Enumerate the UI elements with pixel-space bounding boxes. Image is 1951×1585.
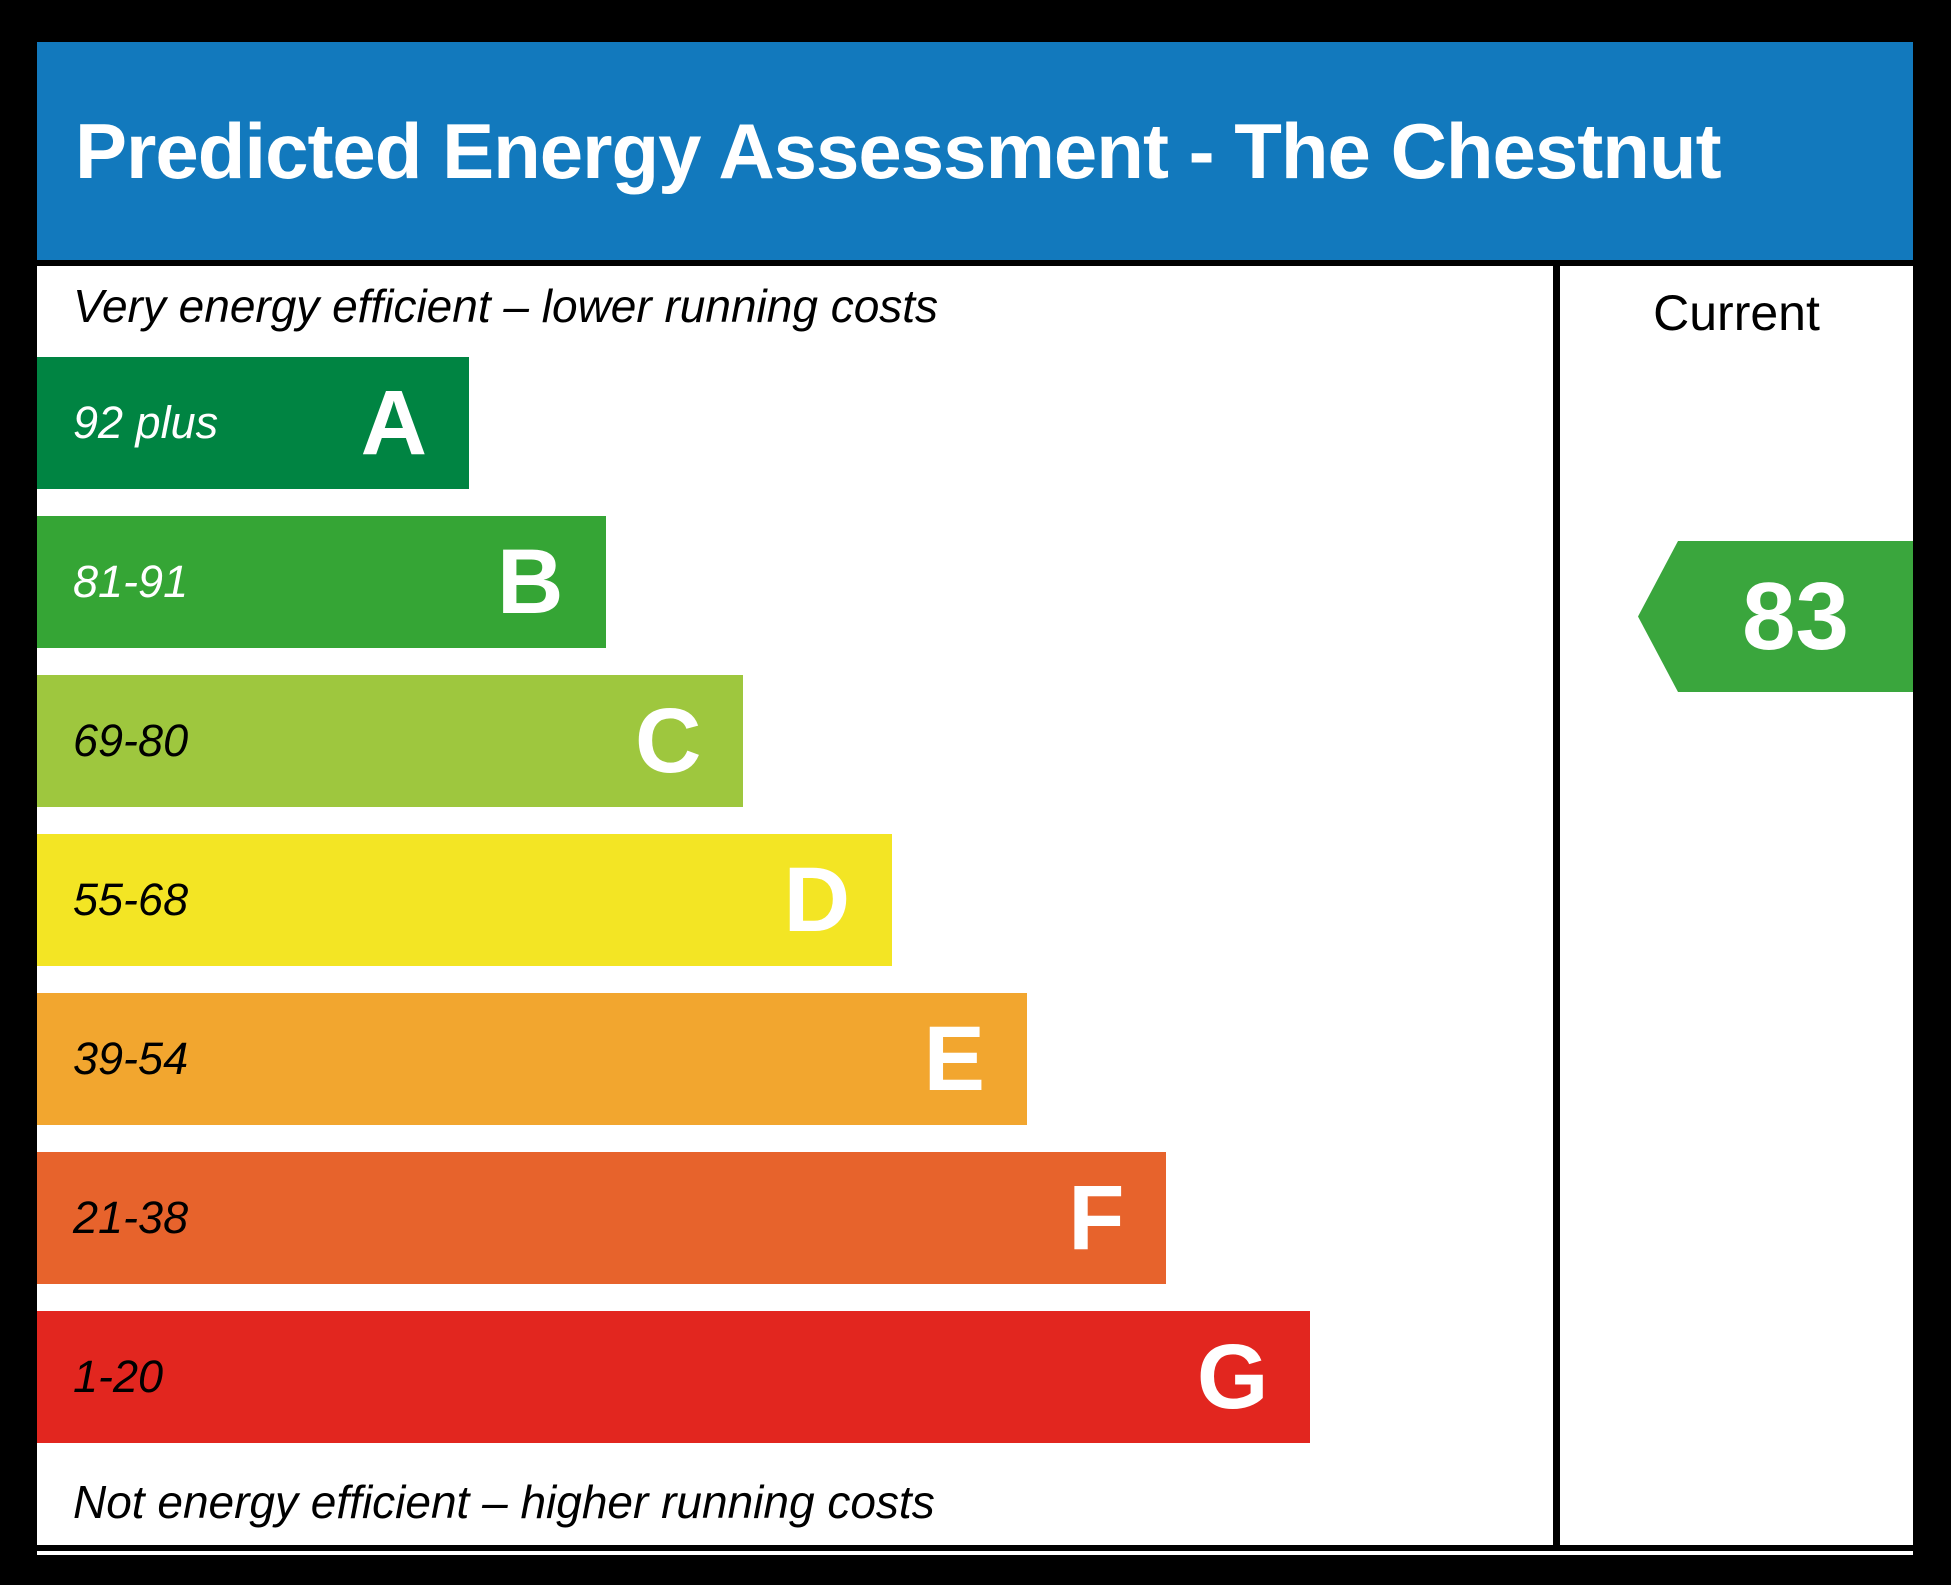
ratings-panel: Very energy efficient – lower running co… bbox=[37, 266, 1553, 1545]
current-column-header: Current bbox=[1653, 285, 1820, 341]
epc-band-bar: 55-68 D bbox=[37, 833, 893, 966]
band-letter: C bbox=[635, 689, 702, 792]
epc-content: Very energy efficient – lower running co… bbox=[37, 260, 1913, 1545]
epc-band-bar: 21-38 F bbox=[37, 1151, 1167, 1284]
band-letter: G bbox=[1196, 1325, 1269, 1428]
efficiency-note-top: Very energy efficient – lower running co… bbox=[73, 280, 939, 332]
epc-band-row-G: 1-20 G bbox=[37, 1310, 1553, 1443]
epc-band-bar: 81-91 B bbox=[37, 515, 606, 648]
current-panel: Current 83 bbox=[1560, 266, 1913, 1545]
epc-band-row-B: 81-91 B bbox=[37, 515, 1553, 648]
band-range-label: 1-20 bbox=[73, 1350, 164, 1402]
panel-divider bbox=[1553, 266, 1560, 1545]
epc-band-row-E: 39-54 E bbox=[37, 992, 1553, 1125]
epc-band-row-D: 55-68 D bbox=[37, 833, 1553, 966]
band-letter: B bbox=[497, 530, 564, 633]
band-range-label: 69-80 bbox=[73, 714, 189, 766]
epc-band-bar: 69-80 C bbox=[37, 674, 744, 807]
band-range-label: 39-54 bbox=[73, 1032, 189, 1084]
page-title: Predicted Energy Assessment - The Chestn… bbox=[75, 106, 1722, 195]
band-letter: A bbox=[360, 371, 428, 474]
bands-list: 92 plus A 81-91 B 69-80 C 55-68 D 39-54 … bbox=[37, 356, 1553, 1470]
epc-header: Predicted Energy Assessment - The Chestn… bbox=[37, 42, 1913, 260]
epc-band-bar: 92 plus A bbox=[37, 356, 470, 489]
epc-chart: Predicted Energy Assessment - The Chestn… bbox=[37, 42, 1913, 1545]
band-range-label: 21-38 bbox=[73, 1191, 189, 1243]
current-rating-arrow: 83 bbox=[1638, 541, 1913, 692]
efficiency-note-bottom: Not energy efficient – higher running co… bbox=[73, 1476, 935, 1529]
band-range-label: 55-68 bbox=[73, 873, 189, 925]
epc-band-row-A: 92 plus A bbox=[37, 356, 1553, 489]
epc-band-row-F: 21-38 F bbox=[37, 1151, 1553, 1284]
current-rating-value: 83 bbox=[1742, 562, 1849, 670]
band-range-label: 92 plus bbox=[73, 396, 219, 448]
band-letter: F bbox=[1068, 1166, 1125, 1269]
band-letter: D bbox=[783, 848, 851, 951]
bottom-hairline bbox=[37, 1551, 1913, 1555]
band-range-label: 81-91 bbox=[73, 555, 189, 607]
band-letter: E bbox=[923, 1007, 985, 1110]
epc-band-bar: 39-54 E bbox=[37, 992, 1027, 1125]
epc-band-bar: 1-20 G bbox=[37, 1310, 1311, 1443]
epc-band-row-C: 69-80 C bbox=[37, 674, 1553, 807]
